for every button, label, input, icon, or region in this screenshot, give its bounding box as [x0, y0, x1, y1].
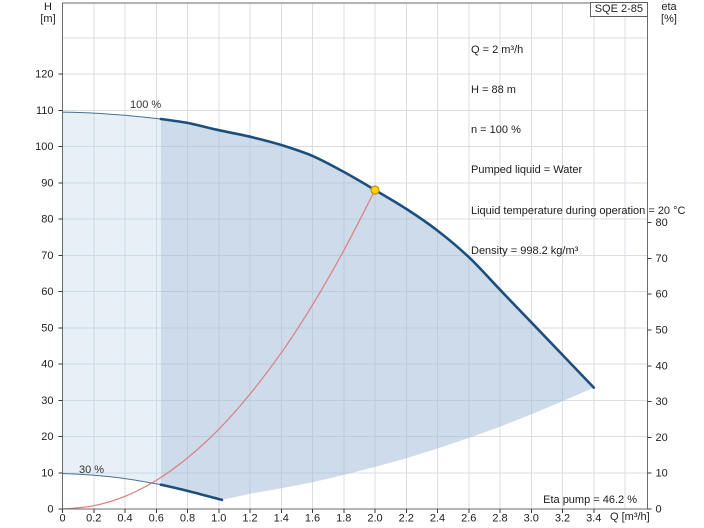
- x-tick-label: 1.4: [274, 513, 289, 525]
- y-left-tick-label: 20: [41, 431, 53, 443]
- info-line-temperature: Liquid temperature during operation = 20…: [471, 204, 686, 217]
- y-right-tick-label: 60: [656, 289, 668, 301]
- x-tick-label: 3.0: [524, 513, 539, 525]
- y-right-tick-label: 30: [656, 396, 668, 408]
- pump-model-badge: SQE 2-85: [589, 2, 648, 17]
- eta-pump-annotation: Eta pump = 46.2 %: [543, 494, 637, 506]
- x-tick-label: 2.6: [461, 513, 476, 525]
- x-tick-label: 0: [59, 513, 65, 525]
- y-left-tick-label: 90: [41, 177, 53, 189]
- y-left-tick-label: 60: [41, 286, 53, 298]
- x-tick-label: 0.4: [117, 513, 132, 525]
- speed-control-operating-envelope-region: [160, 119, 594, 500]
- pump-curve-30pct-speed: [159, 483, 224, 502]
- x-tick-label: 1.0: [211, 513, 226, 525]
- y-right-tick-label: 70: [656, 253, 668, 265]
- info-line-density: Density = 998.2 kg/m³: [471, 244, 579, 257]
- system-curve-to-duty-point: [61, 189, 376, 510]
- y-right-tick-label: 50: [656, 325, 668, 337]
- y-right-tick-label: 0: [656, 504, 662, 516]
- y-left-tick-label: 80: [41, 214, 53, 226]
- pump-curve-30pct-low-flow-thin: [62, 473, 162, 486]
- duty-point[interactable]: [370, 185, 380, 195]
- info-line-flow: Q = 2 m³/h: [471, 43, 524, 56]
- y-right-tick-label: 10: [656, 468, 668, 480]
- duty-point-info: Q = 2 m³/h H = 88 m n = 100 % Pumped liq…: [471, 17, 685, 285]
- y-left-tick-label: 120: [35, 69, 53, 81]
- x-tick-label: 1.2: [242, 513, 257, 525]
- x-tick-label: 2.0: [367, 513, 382, 525]
- x-tick-label: 0.2: [86, 513, 101, 525]
- x-tick-label: 0.8: [180, 513, 195, 525]
- y-left-axis-quantity: H: [44, 1, 52, 13]
- y-left-tick-label: 70: [41, 250, 53, 262]
- x-axis-title: Q [m³/h]: [610, 511, 650, 523]
- y-right-axis-title: eta [%]: [649, 1, 689, 25]
- info-line-liquid: Pumped liquid = Water: [471, 164, 583, 177]
- y-right-tick-label: 80: [656, 217, 668, 229]
- x-tick-label: 0.6: [149, 513, 164, 525]
- y-right-axis-quantity: eta: [661, 1, 677, 13]
- pump-curve-100pct-low-flow-thin: [62, 111, 162, 120]
- curve-label-100pct: 100 %: [130, 99, 162, 111]
- x-tick-label: 2.2: [399, 513, 414, 525]
- y-left-tick-label: 30: [41, 395, 53, 407]
- axis-tick-labels: 0 10 20 30 40 50 60 70 80 90 100 110 120 0 10 20 30 40 50 6…: [35, 69, 668, 525]
- x-tick-label: 2.8: [492, 513, 507, 525]
- axis-ticks: [58, 73, 652, 513]
- y-right-tick-label: 20: [656, 432, 668, 444]
- y-right-tick-label: 40: [656, 360, 668, 372]
- info-line-speed: n = 100 %: [471, 124, 521, 137]
- y-left-tick-label: 110: [36, 105, 54, 117]
- info-line-head: H = 88 m: [471, 84, 516, 97]
- x-tick-label: 3.2: [555, 513, 570, 525]
- x-tick-label: 2.4: [430, 513, 445, 525]
- low-flow-region-region: [62, 112, 161, 485]
- y-left-tick-label: 100: [35, 141, 53, 153]
- y-right-axis-unit: [%]: [661, 12, 677, 25]
- y-left-tick-label: 10: [41, 467, 53, 479]
- y-left-axis-title: H [m]: [28, 1, 68, 25]
- plot-border: [62, 2, 648, 510]
- curve-label-30pct: 30 %: [79, 464, 105, 476]
- x-tick-label: 3.4: [586, 513, 601, 525]
- x-tick-label: 1.6: [305, 513, 320, 525]
- y-left-tick-label: 40: [41, 359, 53, 371]
- y-left-tick-label: 0: [47, 504, 53, 516]
- x-tick-label: 1.8: [336, 513, 351, 525]
- y-left-axis-unit: [m]: [40, 12, 56, 25]
- y-left-tick-label: 50: [41, 322, 53, 334]
